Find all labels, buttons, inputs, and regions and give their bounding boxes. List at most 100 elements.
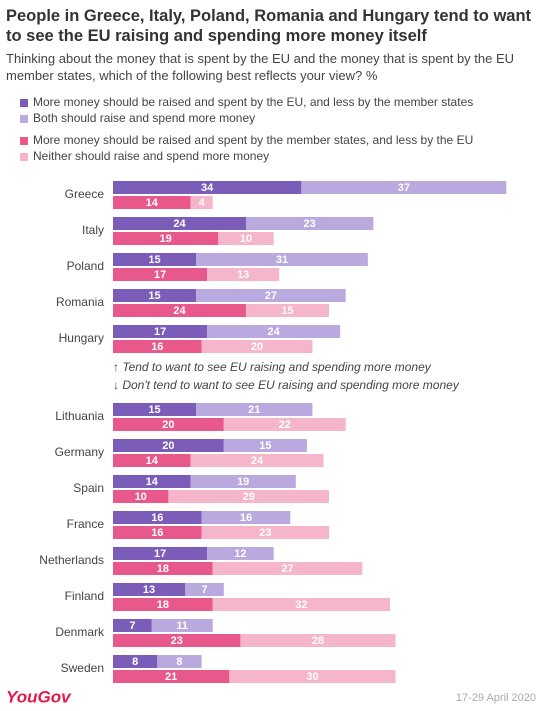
bar-segment [301,181,507,194]
bar-segment [113,304,246,317]
bar-segment [190,196,213,209]
bar-segment [185,583,224,596]
value-label: 15 [148,404,160,416]
value-label: 28 [312,635,324,647]
bar-segment [113,526,202,539]
bar-segment [113,475,191,488]
category-label: Hungary [59,331,104,345]
category-label: Sweden [61,661,104,675]
bar-segment [223,418,346,431]
value-label: 16 [240,512,252,524]
value-label: 15 [259,440,271,452]
value-label: 21 [165,671,177,683]
bar-segment [245,217,374,230]
value-label: 23 [171,635,183,647]
legend-label: More money should be raised and spent by… [33,133,473,147]
value-label: 16 [151,527,163,539]
value-label: 23 [304,218,316,230]
value-label: 12 [234,548,246,560]
bar-segment [201,511,291,524]
value-label: 13 [237,269,249,281]
category-label: Germany [55,445,104,459]
value-label: 24 [173,305,186,317]
bar-segment [113,232,219,245]
value-label: 27 [281,563,293,575]
legend-swatch [20,115,28,123]
bar-segment [218,232,274,245]
bar-segment [151,619,213,632]
value-label: 22 [279,419,291,431]
value-label: 14 [146,476,159,488]
bar-segment [113,511,202,524]
value-label: 20 [162,440,174,452]
value-label: 30 [306,671,318,683]
bar-segment [201,526,330,539]
value-label: 14 [146,455,159,467]
value-label: 24 [268,326,281,338]
source: YouGov [6,687,72,706]
bar-segment [113,655,158,668]
annotation: ↑ Tend to want to see EU raising and spe… [113,360,432,374]
bar-segment [207,268,280,281]
value-label: 17 [154,269,166,281]
bar-segment [113,340,202,353]
value-label: 18 [157,563,169,575]
value-label: 16 [151,341,163,353]
bar-segment [245,304,330,317]
bar-segment [113,289,197,302]
value-label: 19 [160,233,172,245]
bar-segment [201,340,313,353]
bar-segment [212,562,363,575]
value-label: 20 [251,341,263,353]
value-label: 34 [201,182,214,194]
bar-segment [196,403,313,416]
bar-segment [113,583,186,596]
legend-label: More money should be raised and spent by… [33,95,473,109]
bar-segment [229,670,396,683]
value-label: 17 [154,548,166,560]
legend-label: Both should raise and spend more money [33,111,255,125]
value-label: 24 [251,455,264,467]
value-label: 19 [237,476,249,488]
value-label: 15 [281,305,293,317]
legend-swatch [20,137,28,145]
bar-segment [196,289,346,302]
bar-segment [207,547,274,560]
bar-segment [113,490,169,503]
legend-swatch [20,99,28,107]
bar-segment [113,598,213,611]
value-label: 14 [146,197,159,209]
category-label: Italy [82,223,104,237]
bar-segment [196,253,368,266]
bar-segment [113,619,152,632]
category-label: Netherlands [39,553,104,567]
bar-segment [240,634,396,647]
chart-title: People in Greece, Italy, Poland, Romania… [6,7,532,45]
category-label: Denmark [55,625,105,639]
category-label: Romania [56,295,104,309]
bar-segment [207,325,341,338]
value-label: 8 [176,656,182,668]
date: 17-29 April 2020 [456,692,536,704]
bar-segment [113,439,224,452]
category-label: Greece [65,187,105,201]
value-label: 24 [173,218,186,230]
category-label: Poland [67,259,104,273]
bar-segment [190,454,324,467]
bar-segment [223,439,307,452]
bar-segment [113,670,230,683]
bar-segment [113,253,197,266]
value-label: 8 [132,656,138,668]
value-label: 20 [162,419,174,431]
bar-segment [113,181,302,194]
value-label: 31 [276,254,288,266]
value-label: 11 [176,620,188,632]
value-label: 4 [199,197,206,209]
bar-segment [168,490,330,503]
value-label: 32 [295,599,307,611]
value-label: 15 [148,254,160,266]
value-label: 10 [240,233,252,245]
bar-segment [113,547,208,560]
value-label: 37 [398,182,410,194]
